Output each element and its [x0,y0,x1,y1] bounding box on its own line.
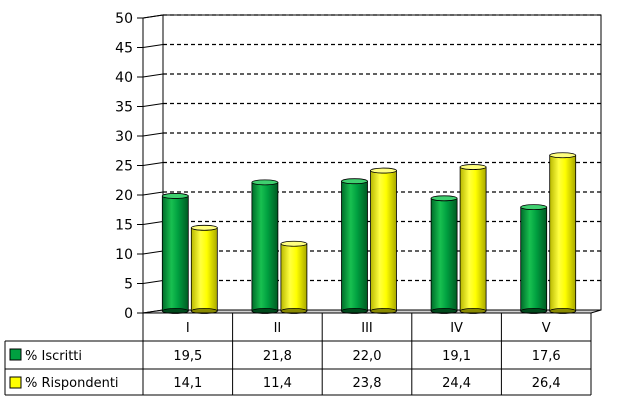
bar [549,152,577,314]
bar-top [341,178,368,185]
bar-top [520,204,548,211]
bar-top [190,224,218,231]
gridline-side [142,44,164,48]
table-cell: 23,8 [353,376,382,391]
bar-top [161,193,189,199]
gridline-side [142,14,164,19]
bar-body [251,181,279,312]
bar-body [370,170,397,312]
bar-body [430,197,458,312]
bar [280,240,308,314]
table-cell: 14,1 [173,376,202,391]
gridline-side [142,191,164,196]
y-tick-label: 30 [115,129,133,145]
bar [251,179,279,314]
table-cell: 11,4 [263,376,292,391]
y-axis: 0 5 10 15 20 25 30 35 40 45 50 [115,11,144,322]
bar-top [549,152,577,159]
bar-top [280,240,308,247]
bar [161,193,189,314]
gridline-side [142,132,164,137]
legend-swatch [9,376,22,389]
bar [341,178,368,314]
x-tick-label: V [542,321,551,336]
table-cell: 24,4 [442,376,471,391]
bar-body [341,180,368,312]
bar [520,204,548,314]
bar-body [549,154,577,312]
bar-top [459,164,487,170]
gridline-side [142,250,164,255]
y-tick-label: 35 [115,100,133,116]
x-tick-label: II [274,321,282,336]
bar [370,167,397,314]
bar [430,195,458,314]
legend-label: % Rispondenti [25,376,119,391]
bar [190,224,218,314]
data-table: I II III IV V% Iscritti 19,5 21,8 22,0 19,1 17,6%… [4,312,592,396]
gridline-side [142,103,164,107]
gridline-side [142,221,164,225]
bars [161,152,577,314]
x-tick-label: IV [450,321,463,336]
bar-body [161,195,189,312]
gridline-side [142,162,164,166]
legend-swatch [9,348,22,361]
y-tick-label: 25 [115,159,133,175]
bar-body [190,227,218,312]
y-tick-label: 40 [115,70,133,86]
table-cell: 21,8 [263,349,292,364]
bar [459,164,487,314]
bar-top [251,179,279,186]
table-cell: 19,1 [442,349,471,364]
x-tick-label: I [186,321,190,336]
bar-body [280,243,308,312]
x-tick-label: III [361,321,373,336]
y-tick-label: 0 [124,306,133,322]
y-tick-label: 15 [115,218,133,234]
legend-label: % Iscritti [25,349,82,364]
table-cell: 17,6 [532,349,561,364]
gridline-side [142,280,164,284]
bar-top [430,195,458,202]
y-tick-label: 50 [115,11,133,27]
table-cell: 22,0 [353,349,382,364]
y-tick-label: 10 [115,247,133,263]
bar-body [459,166,487,312]
y-tick-label: 5 [124,277,133,293]
table-cell: 19,5 [173,349,202,364]
bar-body [520,206,548,312]
table-cell: 26,4 [532,376,561,391]
y-tick-label: 45 [115,41,133,57]
bar-top [370,167,397,174]
gridline-side [142,73,164,78]
y-tick-label: 20 [115,188,133,204]
